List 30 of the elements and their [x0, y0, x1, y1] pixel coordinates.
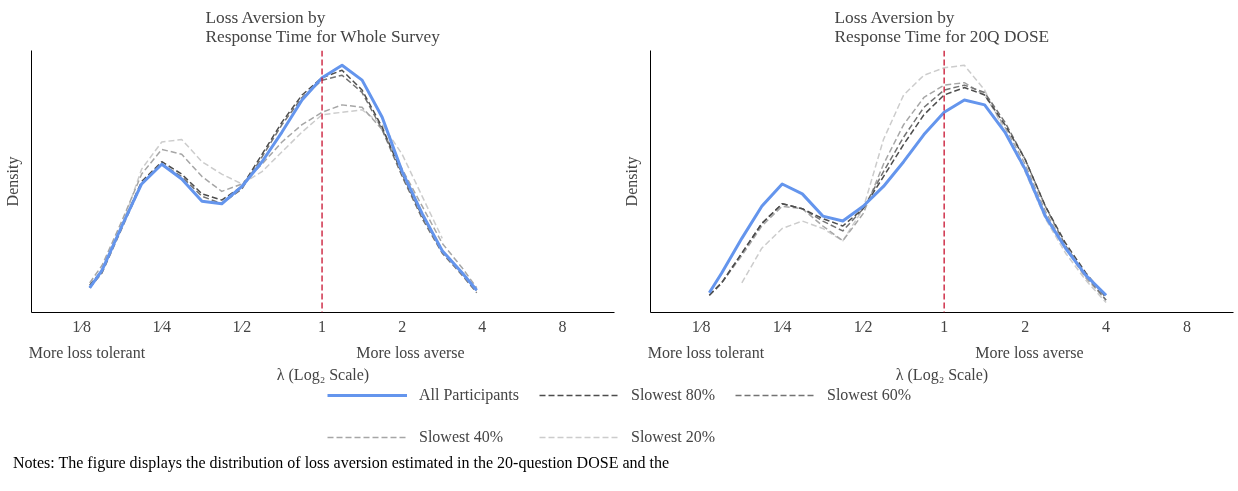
x-axis-title: λ (Log₂ Scale)	[276, 365, 370, 384]
y-axis-title: Density	[622, 156, 641, 207]
y-axis-title: Density	[3, 156, 22, 207]
x-axis-title: λ (Log₂ Scale)	[895, 365, 989, 384]
legend-label: Slowest 60%	[826, 385, 911, 405]
text: More loss averse	[975, 343, 1084, 361]
x-tick-label: 8	[1183, 317, 1192, 335]
x-tick-label: 1⁄4	[152, 317, 172, 335]
x-tick-label: 8	[558, 317, 567, 335]
text: More loss averse	[356, 343, 465, 361]
x-tick-label: 4	[478, 317, 487, 335]
text: More loss tolerant	[28, 343, 146, 361]
x-tick-label: 1	[940, 317, 949, 335]
legend-label: Slowest 40%	[419, 427, 504, 447]
x-tick-label: 1⁄8	[72, 317, 91, 335]
chart-title: Loss Aversion by Response Time for 20Q DOSE	[834, 7, 1050, 46]
legend-label: All Participants	[419, 385, 519, 406]
text: Notes: The figure displays the distribution of loss aversion estimated in the 20-question DOSE and the	[13, 453, 670, 474]
x-tick-label: 2	[1021, 317, 1030, 335]
legend-label: Slowest 80%	[630, 385, 715, 405]
x-tick-label: 1⁄2	[232, 317, 252, 335]
text: More loss tolerant	[647, 343, 765, 361]
legend-label: Slowest 20%	[630, 427, 715, 447]
x-tick-label: 2	[398, 317, 407, 335]
x-tick-label: 1	[318, 317, 327, 335]
x-tick-label: 4	[1102, 317, 1111, 335]
x-tick-label: 1⁄8	[691, 317, 711, 335]
chart-title: Loss Aversion by Response Time for Whole Survey	[205, 7, 441, 46]
x-tick-label: 1⁄4	[772, 317, 792, 335]
x-tick-label: 1⁄2	[853, 317, 873, 335]
